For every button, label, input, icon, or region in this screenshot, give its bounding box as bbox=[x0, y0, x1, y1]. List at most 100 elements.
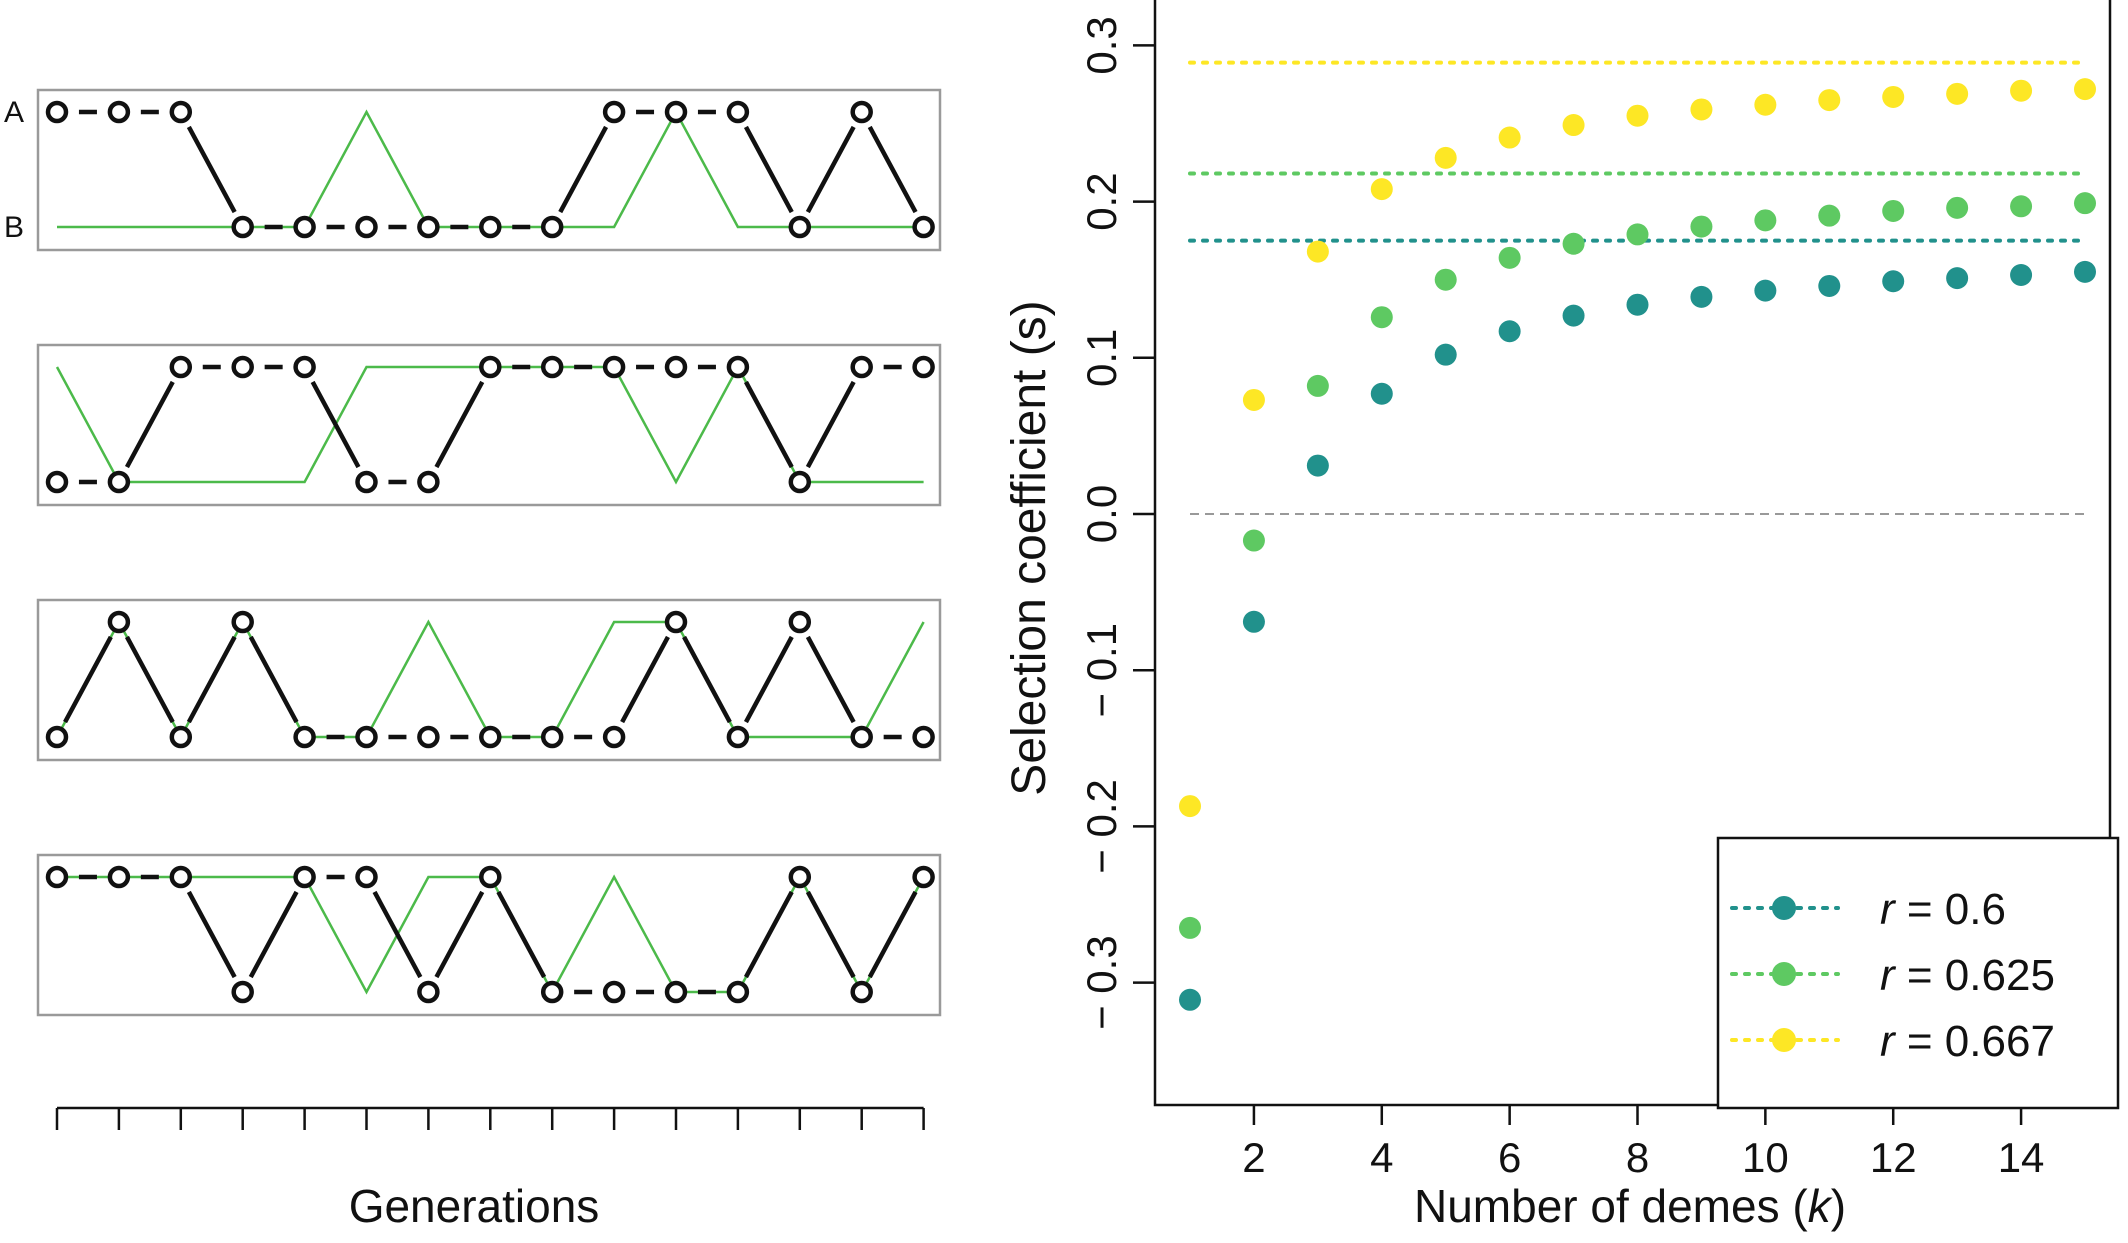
state-marker bbox=[912, 215, 935, 239]
data-point bbox=[1498, 320, 1521, 343]
data-point bbox=[1306, 240, 1329, 263]
data-point bbox=[1562, 304, 1585, 327]
black-segment bbox=[496, 890, 547, 979]
track-frame bbox=[36, 598, 942, 762]
state-marker bbox=[912, 865, 935, 889]
state-marker bbox=[107, 865, 131, 889]
legend-label: r = 0.667 bbox=[1880, 1017, 2055, 1066]
generation-track bbox=[36, 88, 942, 252]
black-segment bbox=[682, 635, 732, 724]
x-axis-label-text: Number of demes ( bbox=[1414, 1180, 1808, 1232]
state-marker bbox=[479, 725, 502, 749]
state-marker bbox=[602, 355, 626, 379]
x-tick-label: 10 bbox=[1742, 1134, 1789, 1181]
green-path bbox=[57, 109, 924, 229]
data-point bbox=[1754, 279, 1777, 302]
state-marker bbox=[540, 980, 564, 1004]
plot-frame bbox=[1153, 0, 2112, 1107]
x-tick-label: 6 bbox=[1498, 1134, 1521, 1181]
generation-track bbox=[36, 853, 942, 1017]
data-point bbox=[1562, 114, 1585, 137]
state-marker bbox=[231, 980, 254, 1004]
state-marker bbox=[169, 725, 193, 749]
x-axis-label: Number of demes (k) bbox=[1414, 1180, 1846, 1232]
black-segment bbox=[63, 635, 113, 724]
data-point bbox=[1626, 293, 1649, 316]
data-point bbox=[1179, 988, 1201, 1011]
black-segment bbox=[124, 635, 175, 724]
data-point bbox=[1818, 274, 1841, 297]
data-point bbox=[1498, 126, 1521, 149]
state-marker bbox=[355, 865, 378, 889]
state-marker bbox=[293, 215, 316, 239]
state-marker bbox=[293, 725, 316, 749]
black-segment bbox=[186, 635, 237, 724]
black-segment bbox=[124, 380, 175, 469]
data-point bbox=[1370, 382, 1393, 405]
black-segment bbox=[743, 635, 794, 724]
green-path bbox=[55, 364, 924, 485]
data-point bbox=[2010, 264, 2033, 287]
black-segment bbox=[805, 125, 856, 214]
state-marker bbox=[231, 610, 254, 634]
legend-marker bbox=[1772, 962, 1796, 986]
state-marker bbox=[417, 980, 440, 1004]
y-tick-label: − 0.2 bbox=[1078, 779, 1125, 874]
data-point bbox=[1690, 285, 1713, 308]
data-point bbox=[1946, 196, 1969, 219]
legend-label: r = 0.6 bbox=[1880, 885, 2006, 934]
y-tick-label: − 0.1 bbox=[1078, 623, 1125, 718]
data-point bbox=[1370, 306, 1393, 329]
black-segment bbox=[434, 380, 485, 469]
state-marker bbox=[231, 215, 254, 239]
data-point bbox=[1498, 246, 1521, 269]
state-marker bbox=[355, 725, 378, 749]
black-segment bbox=[805, 380, 856, 469]
state-marker bbox=[540, 215, 564, 239]
state-marker bbox=[788, 215, 812, 239]
data-point bbox=[1434, 268, 1457, 291]
data-point bbox=[2074, 78, 2096, 101]
green-path bbox=[55, 619, 925, 740]
legend-label-variable: r bbox=[1880, 885, 1897, 934]
state-marker bbox=[602, 100, 626, 124]
data-point bbox=[1434, 146, 1457, 169]
state-marker bbox=[417, 215, 440, 239]
state-marker bbox=[45, 865, 69, 889]
state-marker bbox=[169, 865, 193, 889]
state-marker bbox=[788, 470, 812, 494]
data-point bbox=[1179, 916, 1201, 939]
black-segment bbox=[310, 380, 361, 469]
legend-marker bbox=[1772, 896, 1796, 920]
data-point bbox=[1818, 204, 1841, 227]
generations-panel: A B Generations bbox=[4, 88, 942, 1232]
data-point bbox=[1882, 199, 1905, 222]
x-tick-label: 8 bbox=[1626, 1134, 1649, 1181]
black-segment bbox=[743, 125, 794, 214]
state-label-a: A bbox=[4, 96, 24, 129]
state-marker bbox=[664, 355, 688, 379]
legend-marker bbox=[1772, 1028, 1796, 1052]
state-marker bbox=[479, 355, 502, 379]
state-marker bbox=[45, 725, 69, 749]
generation-track bbox=[36, 343, 942, 507]
data-point bbox=[1946, 82, 1969, 105]
x-tick-label: 2 bbox=[1242, 1134, 1265, 1181]
state-marker bbox=[479, 215, 502, 239]
state-marker bbox=[912, 725, 935, 749]
data-point bbox=[2074, 192, 2096, 215]
data-point bbox=[1754, 209, 1777, 232]
green-path bbox=[57, 874, 925, 995]
state-marker bbox=[355, 470, 378, 494]
data-point bbox=[1818, 89, 1841, 112]
black-segment bbox=[805, 890, 856, 979]
legend: r = 0.6 r = 0.625 r = 0.667 bbox=[1716, 836, 2120, 1110]
state-marker bbox=[602, 980, 626, 1004]
legend-label: r = 0.625 bbox=[1880, 951, 2055, 1000]
generations-axis-label: Generations bbox=[349, 1180, 600, 1232]
y-axis-label: Selection coefficient (s) bbox=[1003, 300, 1056, 795]
black-segment bbox=[620, 635, 670, 724]
black-segment bbox=[248, 890, 299, 979]
y-tick-label: 0.2 bbox=[1078, 172, 1125, 230]
data-point bbox=[1882, 270, 1905, 293]
